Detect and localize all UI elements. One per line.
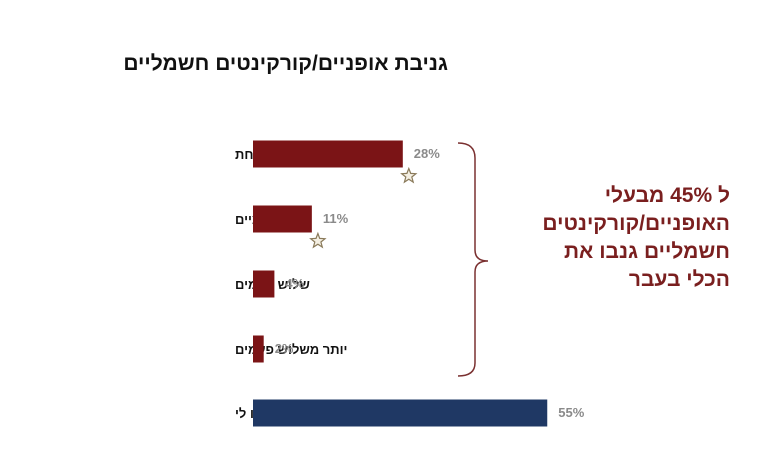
bar <box>253 140 403 168</box>
callout-line: הכלי בעבר <box>628 268 730 291</box>
callout-line: ל 45% מבעלי <box>604 184 730 207</box>
callout-line: חשמליים גנבו את <box>563 240 730 263</box>
value-label: 4% <box>285 276 304 291</box>
bar <box>253 270 275 298</box>
callout-line: האופניים/קורקינטים <box>542 212 730 235</box>
value-label: 28% <box>414 146 440 161</box>
bar <box>253 335 264 363</box>
value-label: 11% <box>323 211 349 226</box>
bar <box>253 399 548 427</box>
star-icon <box>400 166 418 184</box>
star-icon <box>309 231 327 249</box>
bar <box>253 205 312 233</box>
group-brace <box>457 142 489 377</box>
value-label: 2% <box>275 341 294 356</box>
chart-title: גניבת אופניים/קורקינטים חשמליים <box>123 52 448 75</box>
callout-text: ל 45% מבעלי האופניים/קורקינטים חשמליים ג… <box>500 182 730 294</box>
value-label: 55% <box>558 405 584 420</box>
